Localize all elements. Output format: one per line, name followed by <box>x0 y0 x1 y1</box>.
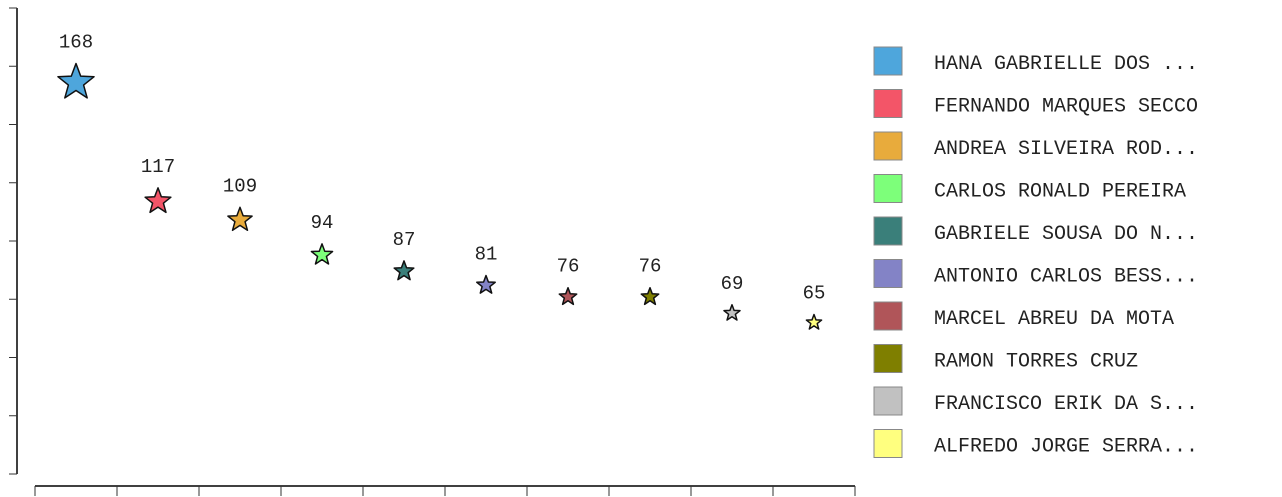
legend: HANA GABRIELLE DOS ... FERNANDO MARQUES S… <box>873 46 1198 459</box>
legend-label: ANDREA SILVEIRA ROD... <box>934 138 1198 161</box>
legend-swatch <box>873 301 903 331</box>
data-point-star <box>558 287 578 306</box>
legend-label: FERNANDO MARQUES SECCO <box>934 96 1198 119</box>
data-label: 87 <box>393 229 416 251</box>
data-point-star <box>476 274 496 294</box>
legend-swatch <box>873 344 903 373</box>
data-label: 76 <box>639 256 662 278</box>
data-point-star <box>144 187 172 214</box>
data-label: 109 <box>223 175 257 197</box>
data-point-star <box>57 62 95 99</box>
legend-swatch <box>873 131 903 161</box>
data-label: 65 <box>803 283 826 305</box>
legend-label: ALFREDO JORGE SERRA... <box>934 436 1198 459</box>
legend-swatch <box>873 259 903 288</box>
legend-label: RAMON TORRES CRUZ <box>934 351 1138 374</box>
legend-label: CARLOS RONALD PEREIRA <box>934 181 1186 204</box>
data-label: 94 <box>311 212 334 234</box>
y-axis <box>9 7 18 475</box>
data-point-star <box>310 243 334 265</box>
legend-label: MARCEL ABREU DA MOTA <box>934 308 1174 331</box>
data-point-star <box>723 304 741 321</box>
data-point-star <box>805 313 823 330</box>
legend-swatch <box>873 386 903 416</box>
data-point-star <box>640 287 660 306</box>
legend-swatch <box>873 429 903 458</box>
legend-swatch <box>873 216 903 246</box>
legend-swatch <box>873 89 903 118</box>
data-label: 76 <box>557 256 580 278</box>
legend-label: GABRIELE SOUSA DO N... <box>934 223 1198 246</box>
plot-area: 168 117 109 94 87 81 76 76 69 65 <box>57 32 826 330</box>
data-point-star <box>393 260 415 281</box>
legend-swatch <box>873 46 903 76</box>
legend-label: ANTONIO CARLOS BESS... <box>934 266 1198 289</box>
data-label: 81 <box>475 244 498 266</box>
legend-label: FRANCISCO ERIK DA S... <box>934 393 1198 416</box>
x-axis <box>34 485 856 496</box>
data-point-star <box>227 206 253 232</box>
data-label: 168 <box>59 32 93 54</box>
legend-swatch <box>873 174 903 203</box>
data-label: 117 <box>141 156 175 178</box>
legend-label: HANA GABRIELLE DOS ... <box>934 53 1198 76</box>
data-label: 69 <box>721 273 744 295</box>
